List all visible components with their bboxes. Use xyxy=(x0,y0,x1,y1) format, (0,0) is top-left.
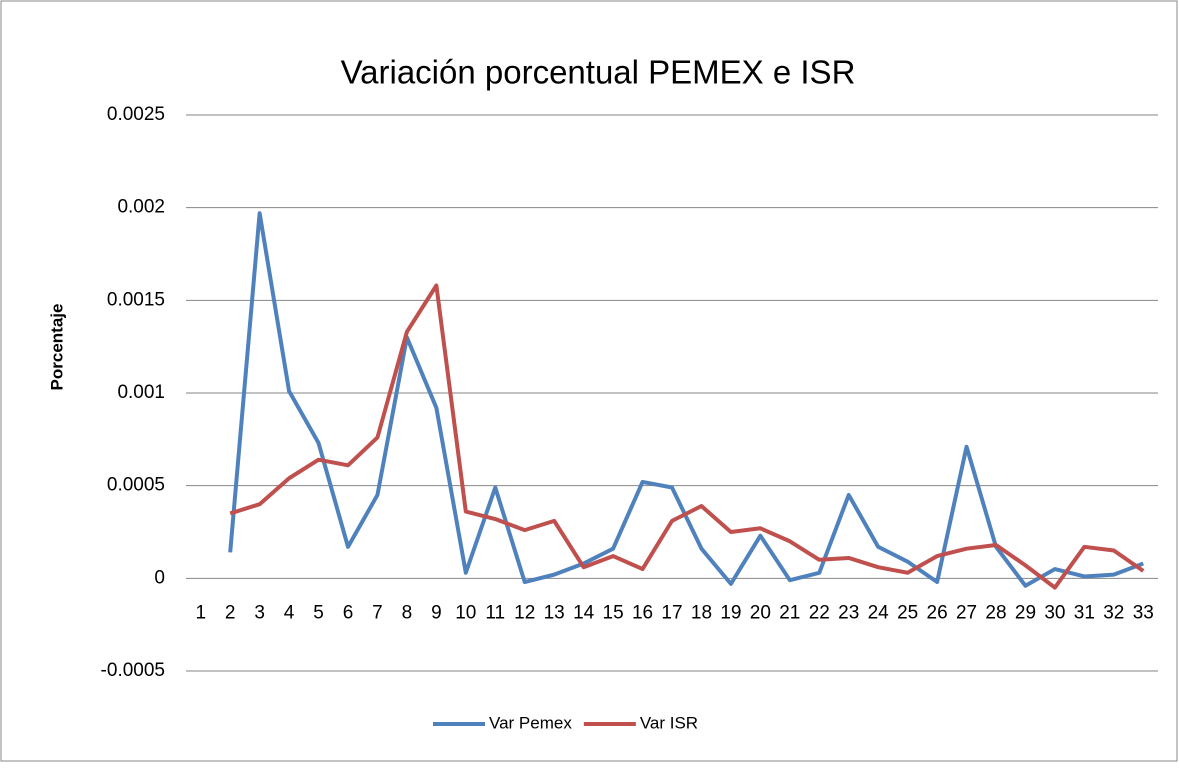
x-tick-label: 12 xyxy=(514,602,535,623)
y-axis-label: Porcentaje xyxy=(47,304,66,391)
x-tick-label: 33 xyxy=(1133,602,1154,623)
x-tick-label: 17 xyxy=(661,602,682,623)
y-tick-label: 0.0015 xyxy=(107,289,165,310)
x-tick-label: 4 xyxy=(284,602,295,623)
x-tick-label: 22 xyxy=(809,602,830,623)
y-tick-label: 0.0005 xyxy=(107,475,165,496)
x-tick-label: 30 xyxy=(1044,602,1065,623)
x-tick-label: 15 xyxy=(603,602,624,623)
x-tick-label: 24 xyxy=(868,602,890,623)
y-tick-label: 0.002 xyxy=(117,197,165,218)
legend-label: Var ISR xyxy=(640,713,698,732)
x-tick-label: 7 xyxy=(372,602,383,623)
x-tick-label: 10 xyxy=(455,602,476,623)
x-tick-label: 32 xyxy=(1103,602,1124,623)
x-tick-label: 2 xyxy=(225,602,236,623)
y-tick-label: -0.0005 xyxy=(101,660,165,681)
chart-title: Variación porcentual PEMEX e ISR xyxy=(341,54,856,91)
x-tick-label: 8 xyxy=(402,602,413,623)
x-tick-label: 3 xyxy=(254,602,265,623)
line-series xyxy=(229,283,1145,590)
y-tick-label: 0.001 xyxy=(117,382,165,403)
legend-label: Var Pemex xyxy=(489,713,572,732)
x-tick-label: 16 xyxy=(632,602,653,623)
x-tick-label: 20 xyxy=(750,602,771,623)
y-tick-label: 0 xyxy=(154,567,165,588)
x-tick-label: 29 xyxy=(1015,602,1036,623)
x-tick-label: 18 xyxy=(691,602,712,623)
x-tick-label: 9 xyxy=(431,602,442,623)
x-tick-label: 31 xyxy=(1074,602,1095,623)
x-tick-label: 23 xyxy=(838,602,859,623)
x-tick-label: 27 xyxy=(956,602,977,623)
line-series xyxy=(228,211,1144,588)
x-tick-label: 1 xyxy=(195,602,206,623)
x-tick-label: 13 xyxy=(544,602,565,623)
x-tick-label: 6 xyxy=(343,602,354,623)
x-tick-label: 19 xyxy=(720,602,741,623)
y-tick-label: 0.0025 xyxy=(107,104,165,125)
x-tick-label: 14 xyxy=(573,602,595,623)
x-tick-label: 28 xyxy=(985,602,1006,623)
x-tick-label: 25 xyxy=(897,602,918,623)
x-tick-label: 5 xyxy=(313,602,324,623)
x-tick-label: 11 xyxy=(485,602,505,623)
x-tick-label: 26 xyxy=(927,602,948,623)
x-tick-label: 21 xyxy=(779,602,800,623)
